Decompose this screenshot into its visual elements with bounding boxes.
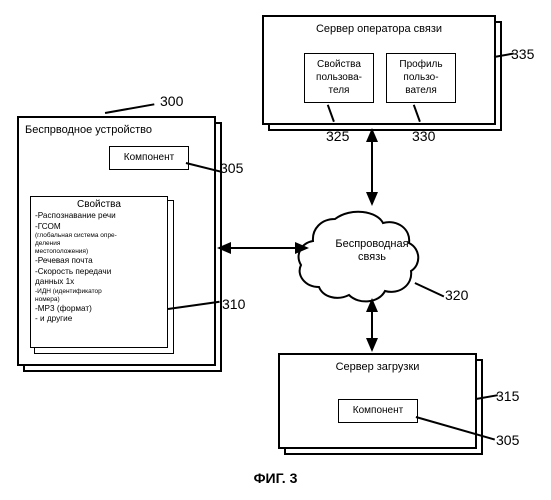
label-310: 310 bbox=[222, 296, 245, 312]
os-props-l1: Свойства bbox=[305, 58, 373, 71]
leader-320 bbox=[415, 282, 445, 297]
label-305-ds: 305 bbox=[496, 432, 519, 448]
os-profile-box: Профиль пользо- вателя bbox=[386, 53, 456, 103]
wd-properties-heading: Свойства bbox=[35, 199, 163, 210]
wd-prop-line: деления bbox=[35, 240, 163, 248]
wireless-device-title: Беспрводное устройство bbox=[25, 124, 152, 136]
cloud-text: Беспроводная связь bbox=[312, 238, 432, 264]
wd-prop-line: местоположения) bbox=[35, 248, 163, 256]
wd-prop-line: (глобальная система опре- bbox=[35, 232, 163, 240]
label-300: 300 bbox=[160, 93, 183, 109]
os-props-l2: пользова- bbox=[305, 71, 373, 84]
wd-prop-line: -ГСОМ bbox=[35, 222, 163, 233]
operator-server-box: Сервер оператора связи Свойства пользова… bbox=[262, 15, 496, 125]
operator-server-title: Сервер оператора связи bbox=[264, 23, 494, 35]
download-server-title: Сервер загрузки bbox=[280, 361, 475, 373]
os-props-box: Свойства пользова- теля bbox=[304, 53, 374, 103]
label-305-wd: 305 bbox=[220, 160, 243, 176]
wd-prop-line: - и другие bbox=[35, 314, 163, 325]
cloud-l1: Беспроводная bbox=[312, 238, 432, 251]
wd-prop-line: -Распознавание речи bbox=[35, 211, 163, 222]
wd-prop-line: -ИДН (идентификатор bbox=[35, 288, 163, 296]
label-335: 335 bbox=[511, 46, 534, 62]
os-profile-l1: Профиль bbox=[387, 58, 455, 71]
leader-300 bbox=[105, 103, 155, 113]
label-325: 325 bbox=[326, 128, 349, 144]
label-330: 330 bbox=[412, 128, 435, 144]
wd-prop-line: -Скорость передачи bbox=[35, 267, 163, 278]
wd-prop-line: -Речевая почта bbox=[35, 256, 163, 267]
os-profile-l2: пользо- bbox=[387, 71, 455, 84]
wd-properties-lines: -Распознавание речи-ГСОМ(глобальная сист… bbox=[35, 211, 163, 325]
label-315: 315 bbox=[496, 388, 519, 404]
wd-prop-line: -MP3 (формат) bbox=[35, 304, 163, 315]
label-320: 320 bbox=[445, 287, 468, 303]
download-server-box: Сервер загрузки Компонент bbox=[278, 353, 477, 449]
wd-properties-box: Свойства -Распознавание речи-ГСОМ(глобал… bbox=[30, 196, 168, 348]
os-props-l3: теля bbox=[305, 84, 373, 97]
wd-prop-line: данных 1x bbox=[35, 277, 163, 288]
wireless-device-box: Беспрводное устройство Компонент Свойств… bbox=[17, 116, 216, 366]
ds-component-box: Компонент bbox=[338, 399, 418, 423]
os-profile-l3: вателя bbox=[387, 84, 455, 97]
wd-component-box: Компонент bbox=[109, 146, 189, 170]
wd-prop-line: номера) bbox=[35, 296, 163, 304]
cloud-l2: связь bbox=[312, 251, 432, 264]
figure-caption: ФИГ. 3 bbox=[0, 470, 551, 486]
